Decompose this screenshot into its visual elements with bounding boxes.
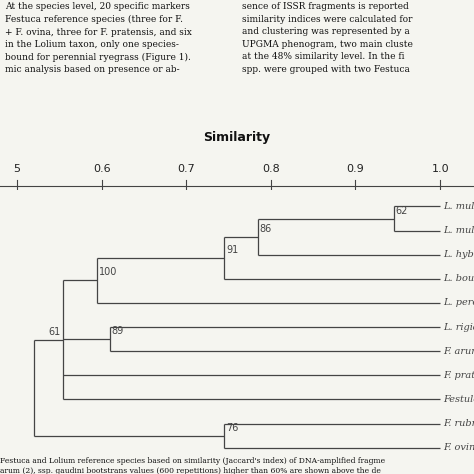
Text: At the species level, 20 specific markers
Festuca reference species (three for F: At the species level, 20 specific marker…: [5, 2, 191, 74]
Text: L. perenne: L. perenne: [443, 299, 474, 308]
Text: L. bouchear: L. bouchear: [443, 274, 474, 283]
Text: F. rubra: F. rubra: [443, 419, 474, 428]
Text: L. rigidum: L. rigidum: [443, 323, 474, 331]
Text: 0.6: 0.6: [93, 164, 110, 174]
Text: 0.9: 0.9: [346, 164, 365, 174]
Text: 91: 91: [226, 245, 238, 255]
Text: F. arundina-: F. arundina-: [443, 346, 474, 356]
Text: 0.8: 0.8: [262, 164, 280, 174]
Text: sence of ISSR fragments is reported
similarity indices were calculated for
and c: sence of ISSR fragments is reported simi…: [242, 2, 412, 74]
Text: 62: 62: [395, 206, 408, 216]
Text: 86: 86: [260, 224, 272, 234]
Text: 76: 76: [226, 423, 238, 433]
Text: L. multifloru: L. multifloru: [443, 202, 474, 211]
Text: Festulolium: Festulolium: [443, 395, 474, 404]
Text: 5: 5: [13, 164, 20, 174]
Text: Festuca and Lolium reference species based on similarity (Jaccard's index) of DN: Festuca and Lolium reference species bas…: [0, 457, 385, 474]
Text: 0.7: 0.7: [177, 164, 195, 174]
Text: 89: 89: [112, 326, 124, 336]
Text: L. hybridum: L. hybridum: [443, 250, 474, 259]
Text: 61: 61: [49, 327, 61, 337]
Text: F. pratensis: F. pratensis: [443, 371, 474, 380]
Text: Similarity: Similarity: [203, 131, 271, 144]
Text: 100: 100: [99, 267, 118, 277]
Text: L. multifloru: L. multifloru: [443, 226, 474, 235]
Text: 1.0: 1.0: [431, 164, 449, 174]
Text: F. ovina: F. ovina: [443, 443, 474, 452]
